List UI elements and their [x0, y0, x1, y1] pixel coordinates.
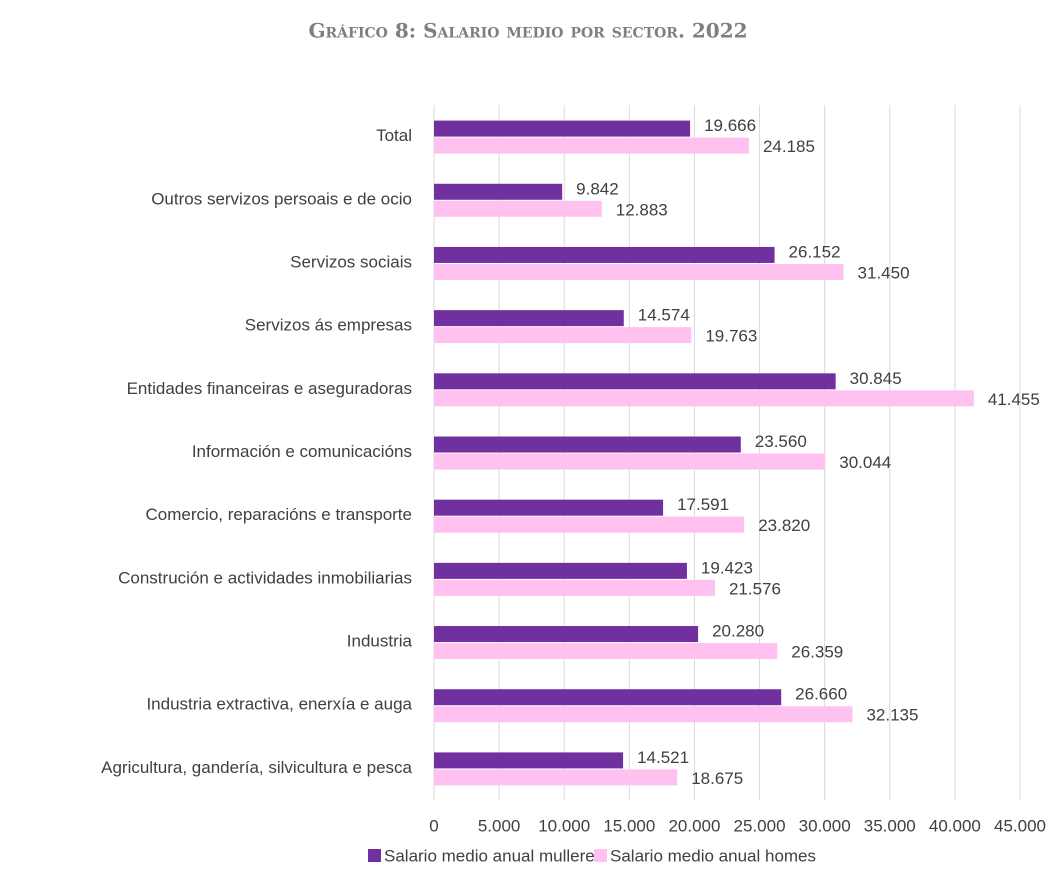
y-tick-label: Agricultura, gandería, silvicultura e pe…: [101, 758, 412, 777]
data-label: 14.521: [637, 748, 689, 767]
bar: [434, 626, 699, 643]
x-tick-label: 5.000: [478, 816, 521, 835]
data-label: 12.883: [616, 200, 668, 219]
x-tick-label: 20.000: [668, 816, 720, 835]
bar: [434, 183, 563, 200]
x-tick-label: 10.000: [538, 816, 590, 835]
data-label: 18.675: [691, 769, 743, 788]
y-tick-label: Servizos sociais: [290, 252, 412, 271]
data-label: 17.591: [677, 495, 729, 514]
bar: [434, 120, 691, 137]
y-tick-label: Outros servizos persoais e de ocio: [151, 189, 412, 208]
data-label: 41.455: [988, 390, 1040, 409]
data-label: 20.280: [712, 622, 764, 641]
bar: [434, 689, 782, 706]
legend-label: Salario medio anual homes: [610, 846, 816, 865]
legend-label: Salario medio anual mulleres: [384, 846, 603, 865]
data-label: 19.423: [701, 558, 753, 577]
y-tick-label: Servizos ás empresas: [245, 316, 412, 335]
y-tick-label: Industria extractiva, enerxía e auga: [146, 695, 412, 714]
bar: [434, 263, 844, 280]
x-tick-label: 15.000: [603, 816, 655, 835]
bar: [434, 562, 687, 579]
bar: [434, 499, 664, 516]
bar: [434, 390, 974, 407]
bar: [434, 516, 745, 533]
legend-swatch: [368, 849, 381, 862]
data-label: 9.842: [576, 179, 619, 198]
data-label: 19.763: [705, 327, 757, 346]
bar: [434, 327, 692, 344]
x-tick-label: 40.000: [929, 816, 981, 835]
bar: [434, 752, 624, 769]
bar: [434, 643, 778, 660]
data-label: 30.044: [839, 453, 891, 472]
bar: [434, 453, 826, 470]
bar: [434, 137, 749, 154]
bar: [434, 706, 853, 723]
data-label: 31.450: [858, 263, 910, 282]
x-tick-label: 25.000: [734, 816, 786, 835]
data-label: 30.845: [850, 369, 902, 388]
data-label: 32.135: [866, 706, 918, 725]
x-tick-label: 35.000: [864, 816, 916, 835]
x-tick-label: 30.000: [799, 816, 851, 835]
data-label: 19.666: [704, 116, 756, 135]
bar: [434, 200, 602, 217]
y-tick-label: Comercio, reparacións e transporte: [146, 505, 412, 524]
bar: [434, 769, 678, 786]
data-label: 23.820: [758, 516, 810, 535]
x-tick-label: 0: [429, 816, 438, 835]
y-tick-label: Total: [376, 126, 412, 145]
y-tick-label: Construción e actividades inmobiliarias: [118, 568, 412, 587]
bar: [434, 373, 836, 390]
bar: [434, 436, 741, 453]
y-tick-label: Industria: [347, 632, 413, 651]
chart-title: Gráfico 8: Salario medio por sector. 202…: [308, 19, 747, 43]
data-label: 26.359: [791, 643, 843, 662]
bar: [434, 579, 715, 596]
data-label: 26.660: [795, 685, 847, 704]
y-tick-label: Información e comunicacións: [192, 442, 412, 461]
bar: [434, 246, 775, 263]
data-label: 23.560: [755, 432, 807, 451]
data-label: 21.576: [729, 579, 781, 598]
x-tick-label: 45.000: [994, 816, 1046, 835]
data-label: 14.574: [638, 306, 690, 325]
data-label: 24.185: [763, 137, 815, 156]
y-tick-label: Entidades financeiras e aseguradoras: [127, 379, 412, 398]
legend-swatch: [594, 849, 607, 862]
data-label: 26.152: [789, 242, 841, 261]
bar: [434, 310, 624, 327]
